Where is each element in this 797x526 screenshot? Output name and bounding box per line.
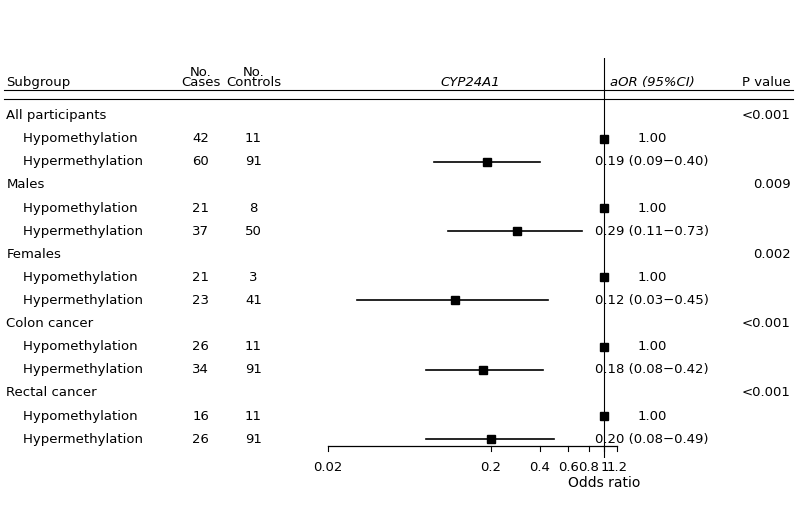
- Text: Hypomethylation: Hypomethylation: [6, 271, 138, 284]
- Text: 0.002: 0.002: [753, 248, 791, 261]
- Text: No.: No.: [190, 66, 212, 79]
- Text: 21: 21: [192, 201, 210, 215]
- Text: 11: 11: [245, 340, 262, 353]
- Text: 91: 91: [245, 155, 262, 168]
- Text: CYP24A1: CYP24A1: [441, 76, 500, 88]
- Text: 1.2: 1.2: [607, 461, 628, 474]
- Text: Hypermethylation: Hypermethylation: [6, 294, 143, 307]
- Text: 0.20 (0.08−0.49): 0.20 (0.08−0.49): [595, 432, 709, 446]
- Text: Cases: Cases: [181, 76, 221, 88]
- Text: Hypomethylation: Hypomethylation: [6, 132, 138, 145]
- Text: Hypermethylation: Hypermethylation: [6, 225, 143, 238]
- Text: 0.6: 0.6: [558, 461, 579, 474]
- Text: 26: 26: [192, 340, 210, 353]
- Text: Hypomethylation: Hypomethylation: [6, 201, 138, 215]
- Text: 8: 8: [249, 201, 257, 215]
- Text: 1: 1: [600, 461, 609, 474]
- Text: 0.18 (0.08−0.42): 0.18 (0.08−0.42): [595, 363, 709, 376]
- Text: Subgroup: Subgroup: [6, 76, 71, 88]
- Text: 0.02: 0.02: [313, 461, 343, 474]
- Text: <0.001: <0.001: [742, 387, 791, 399]
- Text: 26: 26: [192, 432, 210, 446]
- Text: 1.00: 1.00: [638, 271, 666, 284]
- Text: Females: Females: [6, 248, 61, 261]
- Text: 16: 16: [192, 410, 210, 422]
- Text: Odds ratio: Odds ratio: [568, 476, 641, 490]
- Text: Hypomethylation: Hypomethylation: [6, 410, 138, 422]
- Text: 60: 60: [192, 155, 210, 168]
- Text: <0.001: <0.001: [742, 317, 791, 330]
- Text: 0.2: 0.2: [481, 461, 501, 474]
- Text: 1.00: 1.00: [638, 132, 666, 145]
- Text: Hypomethylation: Hypomethylation: [6, 340, 138, 353]
- Text: <0.001: <0.001: [742, 109, 791, 122]
- Text: 21: 21: [192, 271, 210, 284]
- Text: 41: 41: [245, 294, 262, 307]
- Text: Controls: Controls: [226, 76, 281, 88]
- Text: 11: 11: [245, 132, 262, 145]
- Text: aOR (95%CI): aOR (95%CI): [610, 76, 694, 88]
- Text: 50: 50: [245, 225, 262, 238]
- Text: 3: 3: [249, 271, 257, 284]
- Text: Colon cancer: Colon cancer: [6, 317, 93, 330]
- Text: 91: 91: [245, 432, 262, 446]
- Text: 1.00: 1.00: [638, 201, 666, 215]
- Text: P value: P value: [742, 76, 791, 88]
- Text: 1.00: 1.00: [638, 410, 666, 422]
- Text: 0.009: 0.009: [753, 178, 791, 191]
- Text: 1.00: 1.00: [638, 340, 666, 353]
- Text: All participants: All participants: [6, 109, 107, 122]
- Text: Hypermethylation: Hypermethylation: [6, 155, 143, 168]
- Text: 34: 34: [192, 363, 210, 376]
- Text: 91: 91: [245, 363, 262, 376]
- Text: 0.19 (0.09−0.40): 0.19 (0.09−0.40): [595, 155, 709, 168]
- Text: Rectal cancer: Rectal cancer: [6, 387, 97, 399]
- Text: No.: No.: [242, 66, 265, 79]
- Text: Hypermethylation: Hypermethylation: [6, 363, 143, 376]
- Text: 11: 11: [245, 410, 262, 422]
- Text: 23: 23: [192, 294, 210, 307]
- Text: 0.29 (0.11−0.73): 0.29 (0.11−0.73): [595, 225, 709, 238]
- Text: 0.4: 0.4: [529, 461, 550, 474]
- Text: 37: 37: [192, 225, 210, 238]
- Text: Hypermethylation: Hypermethylation: [6, 432, 143, 446]
- Text: 42: 42: [192, 132, 210, 145]
- Text: Males: Males: [6, 178, 45, 191]
- Text: 0.8: 0.8: [578, 461, 599, 474]
- Text: 0.12 (0.03−0.45): 0.12 (0.03−0.45): [595, 294, 709, 307]
